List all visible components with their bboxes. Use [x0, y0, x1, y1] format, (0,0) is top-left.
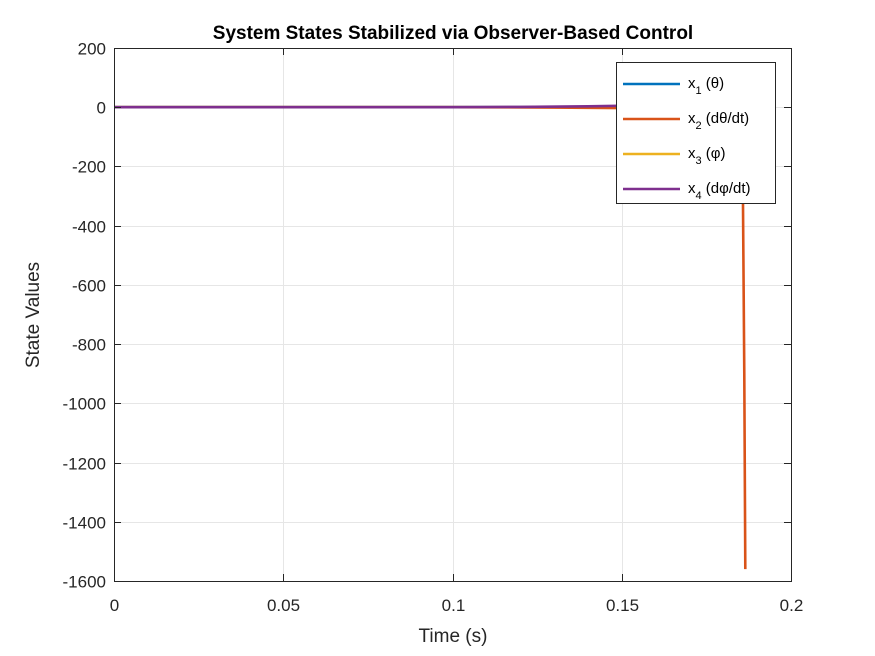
legend-box — [616, 62, 776, 204]
legend-entry-1: x1 (θ) — [688, 75, 724, 97]
x-tick-label: 0.15 — [606, 596, 639, 615]
legend-entry-3: x3 (φ) — [688, 145, 726, 167]
x-tick-label: 0.05 — [267, 596, 300, 615]
x-tick-label: 0.1 — [442, 596, 466, 615]
y-tick-label: -200 — [72, 158, 106, 177]
legend-entry-4: x4 (dφ/dt) — [688, 180, 751, 202]
y-tick-label: -600 — [72, 277, 106, 296]
legend: x1 (θ) x2 (dθ/dt) x3 (φ) x4 (dφ/dt) — [616, 62, 776, 204]
x-tick-label: 0 — [110, 596, 119, 615]
x-axis-label: Time (s) — [419, 626, 488, 647]
axis-ticks: 0 0.05 0.1 0.15 0.2 200 0 -200 -400 -600 -800 -1000… — [63, 40, 804, 616]
y-tick-label: -400 — [72, 218, 106, 237]
legend-entry-2: x2 (dθ/dt) — [688, 110, 749, 132]
chart-title: System States Stabilized via Observer-Ba… — [213, 23, 693, 44]
y-tick-label: -1200 — [63, 455, 106, 474]
y-axis-label: State Values — [23, 262, 44, 368]
y-tick-label: -1400 — [63, 514, 106, 533]
y-tick-label: -1000 — [63, 395, 106, 414]
y-tick-label: -1600 — [63, 573, 106, 592]
x-tick-label: 0.2 — [780, 596, 804, 615]
y-tick-label: 0 — [97, 99, 106, 118]
y-tick-label: 200 — [78, 40, 106, 59]
y-tick-label: -800 — [72, 336, 106, 355]
